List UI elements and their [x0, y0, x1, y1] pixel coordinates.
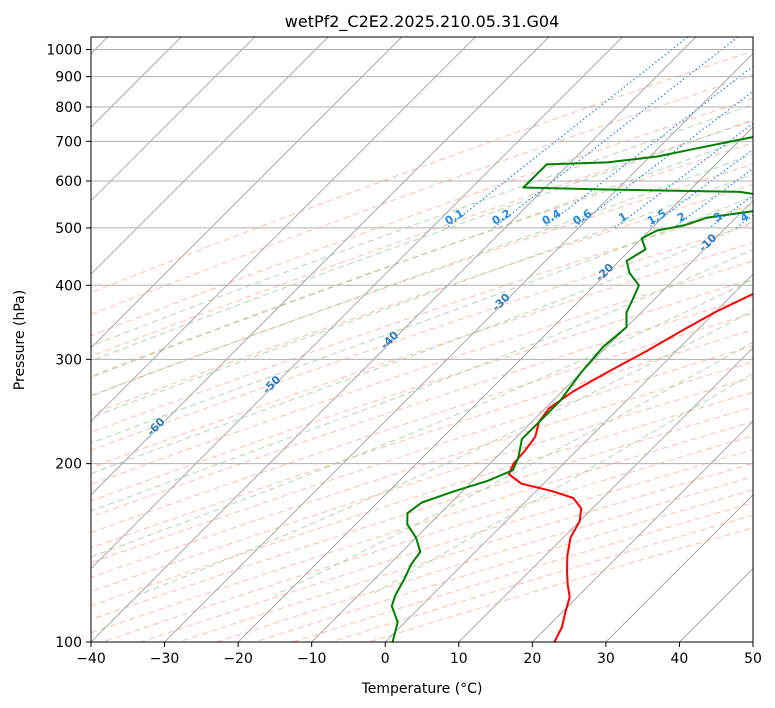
mixing-ratio-label: 2 — [675, 210, 688, 225]
y-tick-label: 100 — [55, 635, 82, 651]
moist-adiabat-line — [91, 196, 753, 444]
moist-adiabats — [91, 104, 753, 596]
y-tick-label: 500 — [55, 221, 82, 237]
dry-adiabat-line — [91, 74, 753, 316]
temperature-profile-line — [507, 292, 753, 642]
dewpoint-profile-line — [390, 136, 753, 642]
plot-frame — [90, 36, 754, 643]
mixing-ratio-label: 3 — [711, 210, 724, 225]
isotherm-line — [91, 37, 329, 275]
isotherm-line — [752, 641, 753, 642]
isotherm-line — [679, 567, 753, 642]
moist-adiabat-line — [91, 221, 753, 475]
mixing-ratio-line — [614, 122, 753, 229]
y-tick-label: 600 — [55, 174, 82, 190]
moist-adiabat-line — [137, 310, 753, 596]
isotherm-line — [91, 37, 550, 496]
y-tick-label: 400 — [55, 278, 82, 294]
isotherm-line — [91, 37, 403, 349]
dry-adiabat-line — [91, 163, 753, 397]
isotherm-label: -50 — [260, 373, 283, 396]
isotherm-label: -60 — [144, 415, 167, 438]
x-tick-label: −20 — [223, 651, 253, 667]
y-tick-label: 300 — [55, 352, 82, 368]
dry-adiabat-line — [91, 376, 753, 593]
dry-adiabat-line — [369, 527, 753, 642]
pressure-gridlines — [91, 49, 753, 642]
y-axis-label: Pressure (hPa) — [12, 290, 28, 390]
y-tick-label: 200 — [55, 457, 82, 473]
x-tick-label: −40 — [76, 651, 106, 667]
moist-adiabat-line — [91, 248, 753, 512]
dry-adiabat-line — [292, 502, 753, 642]
mixing-ratio-label: 0.4 — [540, 207, 564, 228]
isotherm-line — [91, 37, 256, 202]
x-tick-label: 20 — [523, 651, 541, 667]
dry-adiabat-line — [91, 406, 753, 620]
dry-adiabat-line — [102, 435, 753, 642]
dry-adiabat-line — [91, 223, 753, 451]
mixing-ratio-line — [446, 37, 689, 229]
mixing-ratio-line — [672, 167, 753, 229]
isotherm-line — [91, 37, 697, 642]
isotherm-line — [458, 347, 753, 642]
isotherm-line — [91, 37, 623, 570]
profile-series — [390, 136, 753, 642]
x-tick-label: −10 — [297, 651, 327, 667]
isotherm-label: -20 — [593, 261, 616, 284]
x-tick-label: −30 — [150, 651, 180, 667]
mixing-ratio-line — [543, 65, 753, 229]
mixing-ratio-label: 1.5 — [645, 207, 668, 228]
x-axis-label: Temperature (°C) — [361, 681, 483, 697]
mixing-ratio-line — [573, 90, 753, 229]
dry-adiabat-line — [91, 97, 753, 337]
isotherm-label: -10 — [696, 231, 719, 254]
moist-adiabat-line — [91, 173, 753, 419]
x-tick-label: 30 — [597, 651, 615, 667]
dry-adiabat-line — [91, 50, 753, 294]
isotherm-label: -30 — [490, 291, 513, 314]
x-tick-label: 10 — [450, 651, 468, 667]
isotherms — [91, 37, 753, 642]
line-labels: 0.10.20.40.611.52346810131620253036-100-… — [21, 207, 751, 488]
dry-adiabat-line — [91, 142, 753, 377]
isotherm-line — [531, 420, 753, 642]
isotherm-line — [164, 52, 753, 642]
moist-adiabat-line — [91, 278, 753, 558]
chart-title: wetPf2_C2E2.2025.210.05.31.G04 — [285, 12, 559, 32]
mixing-ratio-label: 1 — [616, 210, 629, 225]
moist-adiabat-line — [274, 341, 753, 596]
dry-adiabat-line — [91, 361, 753, 578]
y-tick-label: 700 — [55, 134, 82, 150]
x-tick-label: 40 — [671, 651, 689, 667]
y-tick-label: 900 — [55, 70, 82, 86]
dry-adiabat-line — [178, 462, 753, 642]
mixing-ratio-lines — [446, 37, 753, 229]
isotherm-line — [605, 494, 753, 642]
y-tick-label: 1000 — [46, 43, 82, 59]
dry-adiabat-line — [91, 329, 753, 549]
dry-adiabat-line — [91, 242, 753, 469]
y-axis-ticks: 100 200 300 400 500 600 700 800 900 1000 — [46, 43, 91, 651]
moist-adiabat-line — [91, 153, 753, 397]
x-axis-ticks: −40 −30 −20 −10 0 10 20 30 40 50 — [76, 642, 762, 667]
isotherm-line — [384, 273, 753, 642]
mixing-ratio-line — [735, 214, 753, 229]
dry-adiabat-line — [91, 278, 753, 502]
x-tick-label: 50 — [744, 651, 762, 667]
moist-adiabat-line — [370, 372, 753, 596]
mixing-ratio-label: 0.6 — [571, 207, 595, 228]
isotherm-line — [91, 37, 476, 423]
isotherm-label: -40 — [378, 328, 401, 351]
isotherm-line — [237, 126, 753, 642]
moist-adiabat-line — [91, 119, 753, 362]
y-tick-label: 800 — [55, 100, 82, 116]
x-tick-label: 0 — [381, 651, 390, 667]
plot-area: 0.10.20.40.611.52346810131620253036-100-… — [21, 37, 753, 642]
isotherm-label: -70 — [21, 465, 44, 488]
isotherm-line — [311, 199, 753, 642]
